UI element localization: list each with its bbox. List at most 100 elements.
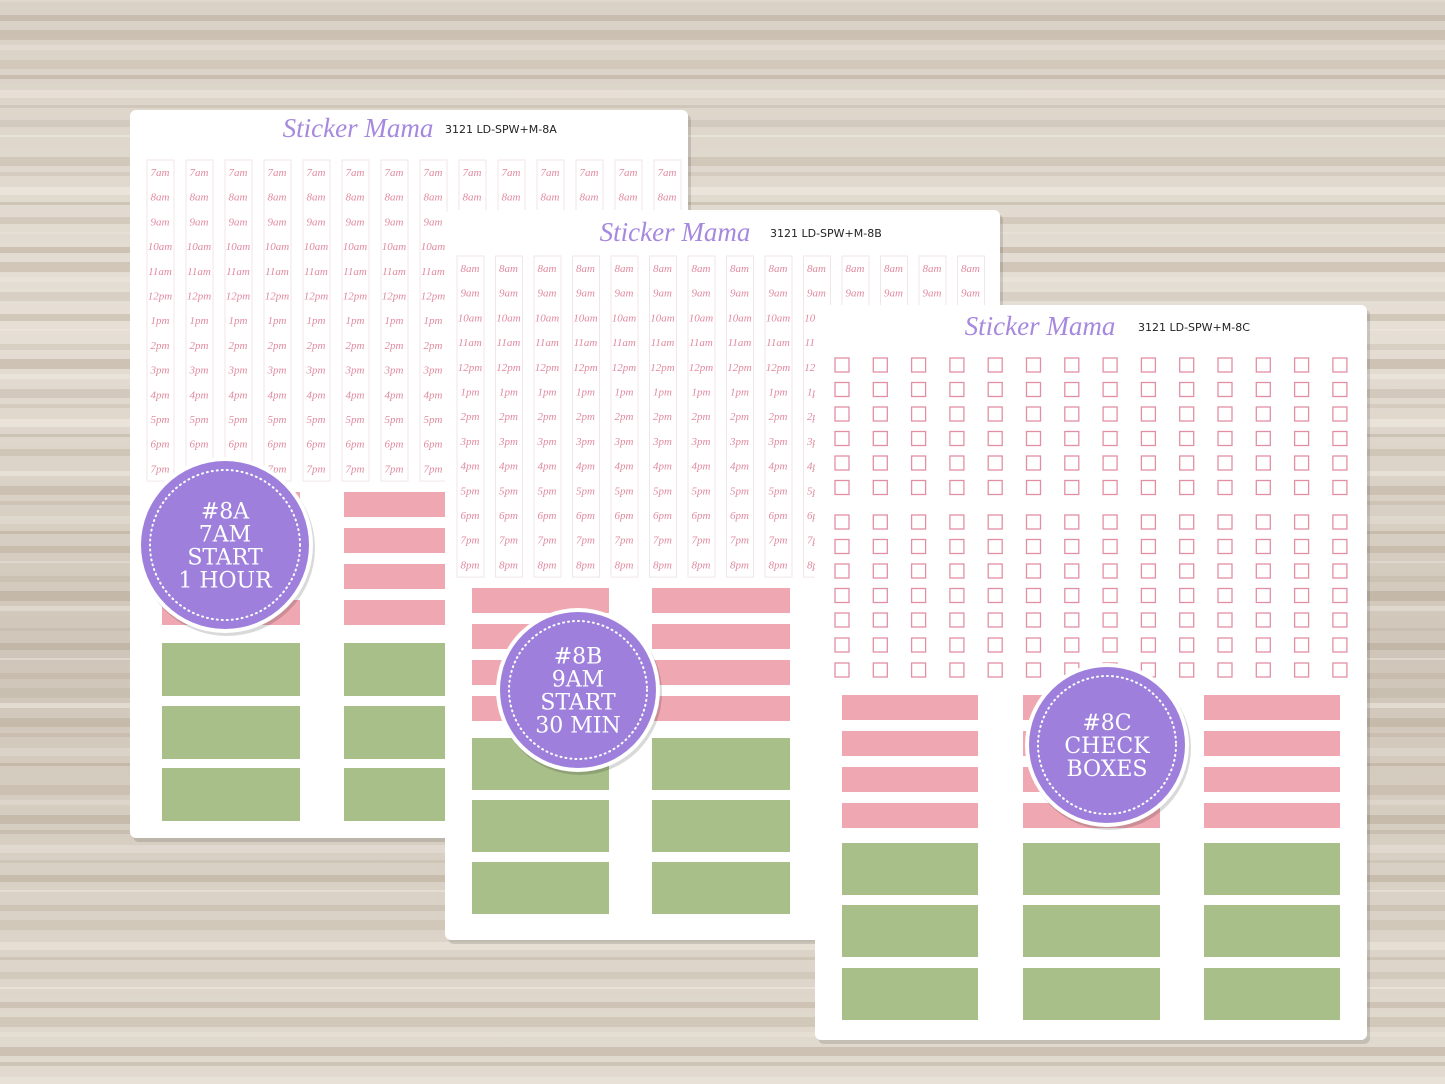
time-label: 8pm: [499, 559, 518, 571]
badge-dots: [1037, 675, 1177, 815]
time-label: 8am: [541, 192, 560, 204]
time-label: 6pm: [346, 439, 365, 451]
time-label: 8am: [884, 263, 903, 275]
checkbox: [872, 662, 888, 678]
checkbox: [1102, 357, 1118, 373]
time-label: 7pm: [769, 535, 788, 547]
checkbox: [1025, 430, 1042, 447]
checkbox: [872, 514, 888, 530]
time-label: 4pm: [268, 389, 287, 401]
checkbox: [1064, 563, 1080, 579]
time-label: 7am: [658, 167, 677, 179]
time-label: 12pm: [421, 291, 446, 303]
checkbox: [987, 479, 1003, 496]
checkbox: [1217, 637, 1233, 653]
pink-sticker: [1204, 695, 1340, 720]
badge-text: START: [187, 546, 263, 571]
checkbox: [1332, 538, 1348, 555]
time-label: 10am: [458, 312, 483, 324]
checkbox: [910, 637, 927, 653]
pink-sticker: [1204, 767, 1340, 792]
badge: [141, 461, 309, 629]
brand-title: Sticker Mama: [600, 217, 751, 247]
checkbox: [1064, 357, 1080, 373]
time-label: 6pm: [769, 510, 788, 522]
checkbox: [1217, 479, 1233, 496]
time-label: 12pm: [612, 362, 637, 374]
checkbox: [1332, 514, 1348, 530]
time-label: 5pm: [538, 485, 557, 497]
checkbox: [1140, 479, 1157, 496]
checkbox: [949, 430, 965, 447]
checkbox: [1064, 430, 1080, 447]
time-label: 2pm: [730, 411, 749, 423]
time-label: 6pm: [385, 439, 404, 451]
time-label: 8am: [692, 263, 711, 275]
checkbox: [1102, 587, 1118, 604]
time-label: 5pm: [190, 414, 209, 426]
sticker-sheet: Sticker Mama 3121 LD-SPW+M-8C #8CCHECKBOXE…: [815, 305, 1370, 1044]
checkbox: [1255, 637, 1271, 653]
checkbox: [910, 455, 927, 471]
checkbox: [1255, 357, 1271, 373]
time-label: 2pm: [229, 340, 248, 352]
time-strip: [185, 159, 214, 482]
checkbox: [987, 381, 1003, 398]
checkbox: [910, 357, 927, 373]
time-label: 2pm: [424, 340, 443, 352]
time-label: 10am: [689, 312, 714, 324]
time-label: 5pm: [424, 414, 443, 426]
checkbox: [1140, 563, 1157, 579]
time-label: 9am: [229, 216, 248, 228]
time-label: 1pm: [151, 315, 170, 327]
time-label: 5pm: [615, 485, 634, 497]
checkbox: [1293, 662, 1310, 678]
checkbox: [834, 587, 850, 604]
checkbox: [1293, 357, 1310, 373]
pink-sticker: [652, 660, 790, 685]
time-label: 6pm: [499, 510, 518, 522]
time-label: 8am: [229, 192, 248, 204]
badge-text: #8B: [554, 645, 603, 670]
checkbox: [1025, 538, 1042, 555]
time-label: 11am: [535, 337, 559, 349]
time-strip: [533, 255, 562, 578]
badge-dots: [149, 469, 301, 621]
checkbox: [1025, 637, 1042, 653]
time-label: 1pm: [268, 315, 287, 327]
pink-sticker: [842, 731, 978, 756]
time-label: 6pm: [692, 510, 711, 522]
checkbox: [1025, 455, 1042, 471]
checkbox: [1179, 637, 1195, 653]
checkbox: [1179, 430, 1195, 447]
checkbox: [1064, 587, 1080, 604]
time-label: 1pm: [190, 315, 209, 327]
pink-sticker: [652, 624, 790, 649]
checkbox: [872, 587, 888, 604]
time-label: 1pm: [538, 387, 557, 399]
checkbox: [1293, 381, 1310, 398]
checkbox: [1179, 455, 1195, 471]
time-label: 10am: [226, 241, 251, 253]
time-label: 1pm: [385, 315, 404, 327]
time-label: 9am: [385, 216, 404, 228]
pink-sticker: [652, 696, 790, 721]
green-sticker: [842, 843, 978, 895]
checkbox: [1293, 538, 1310, 555]
time-label: 3pm: [189, 365, 209, 377]
checkbox: [1293, 406, 1310, 422]
time-label: 7am: [229, 167, 248, 179]
checkbox: [1179, 563, 1195, 579]
checkbox: [1140, 455, 1157, 471]
time-label: 9am: [190, 216, 209, 228]
checkbox: [987, 637, 1003, 653]
time-label: 8am: [151, 192, 170, 204]
time-label: 7am: [619, 167, 638, 179]
time-label: 4pm: [538, 461, 557, 473]
checkbox: [987, 514, 1003, 530]
time-label: 8am: [346, 192, 365, 204]
grain-stripe: [0, 1047, 1445, 1056]
checkbox: [1293, 612, 1310, 628]
time-label: 12pm: [226, 291, 251, 303]
badge-text: START: [540, 691, 616, 716]
